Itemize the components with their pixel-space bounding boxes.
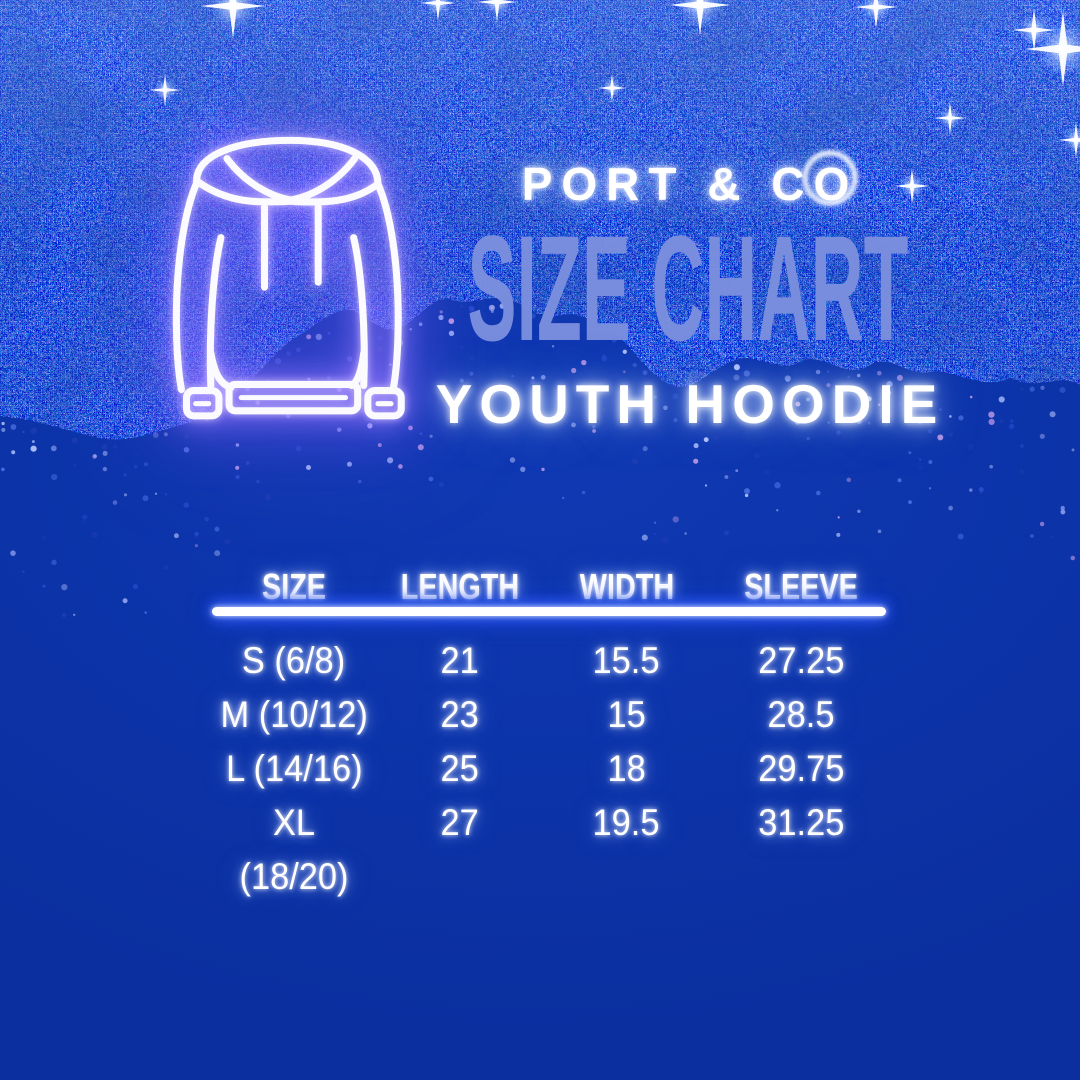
cell-sleeve-row3: 29.75: [757, 748, 845, 789]
size-table-body: S (6/8) 21 15.5 27.25 M (10/12) 23 15 28.5 L (14…: [210, 634, 890, 897]
cell-size-row2: M (10/12): [220, 694, 368, 735]
cell-length-row2: 23: [440, 694, 479, 735]
sparkle-star-icon: [933, 101, 967, 135]
brand-name: PORT & CO: [521, 158, 859, 210]
cell-size-row3: L (14/16): [225, 748, 363, 789]
header-divider: [212, 607, 886, 616]
cell-width-row2: 15: [607, 694, 646, 735]
cell-sleeve-row1: 27.25: [757, 640, 845, 681]
sparkle-star-icon: [200, 0, 266, 39]
column-header-length: LENGTH: [400, 566, 519, 607]
cell-length-row1: 21: [440, 640, 479, 681]
table-row-m: M (10/12) 23 15 28.5: [210, 688, 890, 742]
sparkle-star-icon: [1058, 122, 1080, 158]
sparkle-star-icon: [597, 73, 627, 103]
poster-title-text: SIZE CHART: [467, 204, 909, 372]
sleeve-outer-right: [374, 180, 402, 394]
sparkle-star-icon: [477, 0, 517, 22]
cell-width-row3: 18: [607, 748, 646, 789]
hood-outline: [193, 136, 382, 188]
hoodie-neon-icon: [172, 136, 405, 420]
cell-length-row3: 25: [440, 748, 479, 789]
sparkle-star-icon: [1025, 11, 1080, 87]
column-header-width: WIDTH: [579, 566, 674, 607]
size-table-header-row: SIZE LENGTH WIDTH SLEEVE: [210, 566, 890, 608]
cell-length-row4: 27: [440, 802, 479, 843]
table-row-l: L (14/16) 25 18 29.75: [210, 742, 890, 796]
sleeve-inner-left: [206, 234, 225, 390]
sparkle-star-icon: [894, 168, 930, 204]
hem-band: [225, 380, 362, 415]
sleeve-outer-left: [172, 179, 201, 394]
column-header-sleeve: SLEEVE: [744, 566, 858, 607]
sparkle-star-icon: [669, 0, 731, 36]
cuff-right: [364, 387, 405, 420]
poster-title: SIZE CHART: [238, 213, 1080, 363]
column-header-size: SIZE: [261, 566, 326, 607]
sparkle-star-icon: [854, 0, 898, 29]
table-row-xl: XL (18/20) 27 19.5 31.25: [210, 796, 890, 897]
cell-size-row1: S (6/8): [242, 640, 346, 681]
cell-width-row1: 15.5: [593, 640, 660, 681]
hood-v-left: [223, 155, 295, 204]
cell-width-row4: 19.5: [593, 802, 660, 843]
hood-v-right: [287, 155, 359, 204]
sparkle-star-icon: [420, 0, 456, 21]
cell-size-row4: XL (18/20): [239, 802, 349, 897]
bokeh-ring: [802, 150, 858, 206]
table-row-s: S (6/8) 21 15.5 27.25: [210, 634, 890, 688]
sparkle-stars: [148, 0, 1080, 204]
cell-sleeve-row2: 28.5: [767, 694, 835, 735]
cell-sleeve-row4: 31.25: [757, 802, 845, 843]
size-table: SIZE LENGTH WIDTH SLEEVE S (6/8) 21 15.5 27.25…: [210, 560, 890, 897]
cuff-left: [182, 387, 223, 420]
product-name: YOUTH HOODIE: [435, 373, 945, 435]
sparkle-star-icon: [148, 73, 182, 107]
